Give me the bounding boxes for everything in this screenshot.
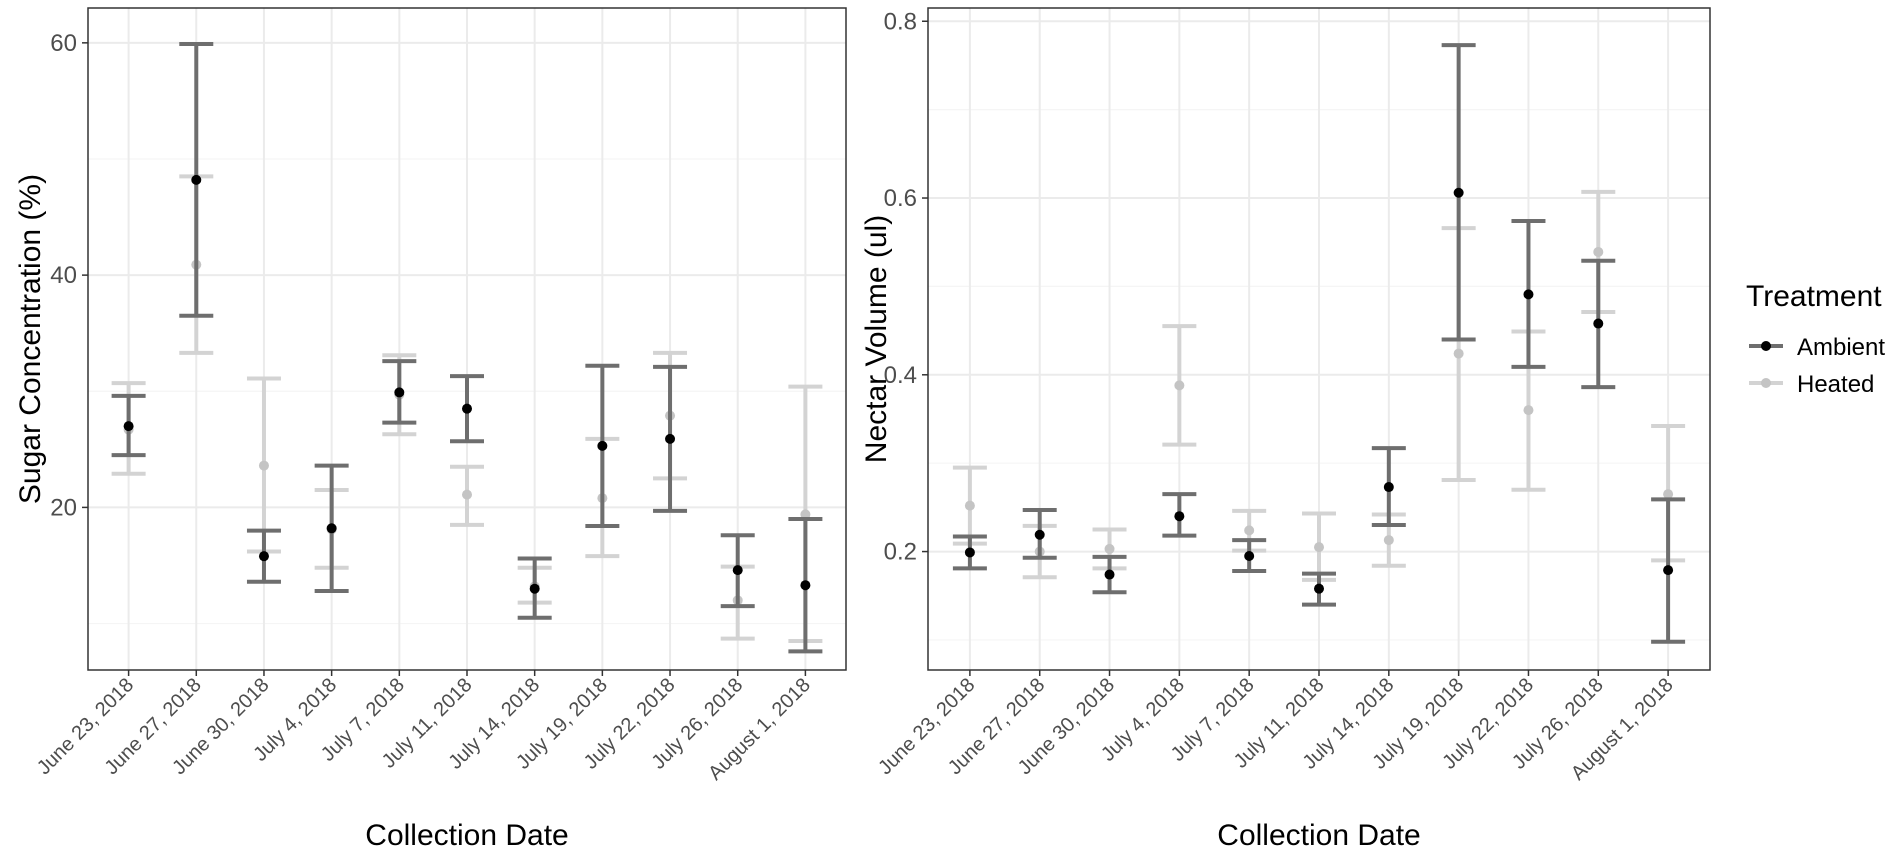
mean-point-ambient: [1174, 511, 1185, 522]
mean-point-ambient: [326, 523, 337, 534]
mean-point-heated: [1453, 348, 1464, 359]
errorbar-ambient: [1022, 508, 1057, 560]
mean-point-ambient: [597, 440, 608, 451]
y-tick-label: 0.4: [884, 362, 917, 389]
y-tick-label: 0.2: [884, 539, 917, 566]
legend: Treatment Ambient Heated: [1746, 280, 1885, 398]
mean-point-ambient: [1383, 482, 1394, 493]
errorbar-ambient: [382, 359, 417, 425]
y-axis-title: Nectar Volume (ul): [860, 215, 893, 463]
legend-label-ambient: Ambient: [1797, 334, 1885, 361]
errorbar-ambient: [246, 528, 281, 584]
errorbar-ambient: [450, 374, 484, 444]
mean-point-heated: [1244, 525, 1255, 536]
mean-point-ambient: [462, 403, 472, 414]
errorbar-heated: [450, 464, 484, 527]
mean-point-ambient: [123, 421, 134, 432]
legend-title: Treatment: [1746, 280, 1882, 313]
mean-point-ambient: [1244, 550, 1255, 561]
mean-point-heated: [1593, 246, 1604, 257]
errorbar-ambient: [1092, 554, 1127, 595]
mean-point-ambient: [258, 551, 269, 562]
mean-point-heated: [1663, 489, 1674, 500]
mean-point-heated: [462, 489, 472, 500]
mean-point-ambient: [800, 580, 811, 591]
mean-point-ambient: [1663, 565, 1674, 576]
errorbar-ambient: [1441, 43, 1476, 342]
mean-point-ambient: [1453, 187, 1464, 198]
legend-key-heated: [1749, 378, 1783, 388]
mean-point-ambient: [964, 547, 975, 558]
y-tick-label: 20: [50, 494, 77, 521]
errorbar-ambient: [1162, 492, 1197, 538]
mean-point-heated: [1383, 535, 1394, 546]
errorbar-ambient: [1511, 219, 1546, 369]
error-bars: [111, 42, 823, 654]
errorbar-ambient: [585, 363, 620, 528]
y-axis-ticks: 20 40 60: [50, 30, 88, 521]
mean-point-heated: [1523, 405, 1534, 416]
errorbar-ambient: [1371, 446, 1406, 528]
error-bars: [952, 43, 1686, 644]
errorbar-heated: [1162, 324, 1197, 447]
mean-point-ambient: [394, 387, 405, 398]
mean-point-heated: [258, 460, 269, 471]
errorbar-ambient: [111, 393, 146, 458]
errorbar-ambient: [1302, 571, 1336, 607]
errorbar-ambient: [314, 463, 349, 594]
errorbar-ambient: [517, 556, 552, 620]
errorbar-ambient: [1581, 258, 1616, 390]
mean-point-ambient: [1034, 529, 1045, 540]
mean-point-ambient: [1523, 289, 1534, 300]
mean-point-ambient: [191, 174, 202, 185]
y-tick-label: 0.6: [884, 185, 917, 212]
mean-point-heated: [964, 500, 975, 511]
y-tick-label: 40: [50, 262, 77, 289]
errorbar-ambient: [720, 533, 755, 609]
errorbar-ambient: [952, 534, 987, 571]
mean-point-heated: [1174, 380, 1185, 391]
mean-point-heated: [1314, 542, 1324, 553]
legend-key-point: [1761, 378, 1771, 388]
mean-point-heated: [1104, 543, 1115, 554]
errorbar-ambient: [179, 42, 214, 318]
mean-point-ambient: [732, 565, 743, 576]
errorbar-ambient: [1651, 497, 1686, 644]
x-axis-title: Collection Date: [365, 819, 568, 852]
y-axis-ticks: 0.2 0.4 0.6 0.8: [884, 8, 928, 566]
mean-point-ambient: [1314, 583, 1324, 594]
mean-point-ambient: [529, 583, 540, 594]
x-axis-title: Collection Date: [1217, 819, 1420, 852]
mean-point-ambient: [1593, 318, 1604, 329]
mean-point-ambient: [1104, 569, 1115, 580]
mean-point-ambient: [665, 433, 676, 444]
errorbar-ambient: [1232, 538, 1267, 574]
legend-key-ambient: [1749, 341, 1783, 351]
legend-key-point: [1761, 341, 1771, 351]
errorbar-ambient: [653, 364, 688, 513]
mean-point-heated: [800, 509, 811, 520]
y-tick-label: 0.8: [884, 8, 917, 35]
errorbar-heated: [246, 376, 281, 554]
legend-label-heated: Heated: [1797, 371, 1874, 398]
y-tick-label: 60: [50, 30, 77, 57]
y-axis-title: Sugar Concentration (%): [14, 174, 47, 504]
errorbar-ambient: [788, 517, 823, 654]
